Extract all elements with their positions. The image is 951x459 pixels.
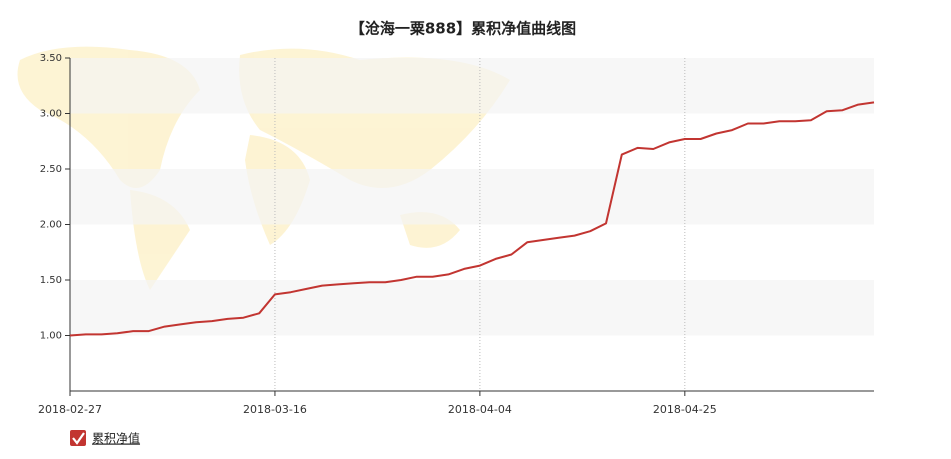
legend-item[interactable]: 累积净值: [70, 430, 140, 446]
y-tick-label: 1.50: [40, 275, 62, 286]
chart-title: 【沧海一粟888】累积净值曲线图: [350, 20, 576, 38]
x-tick-label: 2018-04-04: [448, 403, 512, 416]
y-tick-label: 3.50: [40, 53, 62, 64]
y-tick-label: 3.00: [40, 109, 62, 120]
series-line: [69, 101, 875, 337]
grid-band: [70, 280, 874, 336]
x-tick-label: 2018-04-25: [653, 403, 717, 416]
y-tick-label: 2.00: [40, 220, 62, 231]
legend-checkbox[interactable]: [70, 430, 86, 446]
check-mark: [72, 432, 85, 445]
y-tick-label: 1.00: [40, 331, 62, 342]
grid-band: [70, 169, 874, 225]
x-tick-label: 2018-03-16: [243, 403, 307, 416]
legend-label[interactable]: 累积净值: [92, 431, 140, 446]
x-tick-label: 2018-02-27: [38, 403, 102, 416]
y-tick-label: 2.50: [40, 164, 62, 175]
grid-band: [70, 58, 874, 114]
